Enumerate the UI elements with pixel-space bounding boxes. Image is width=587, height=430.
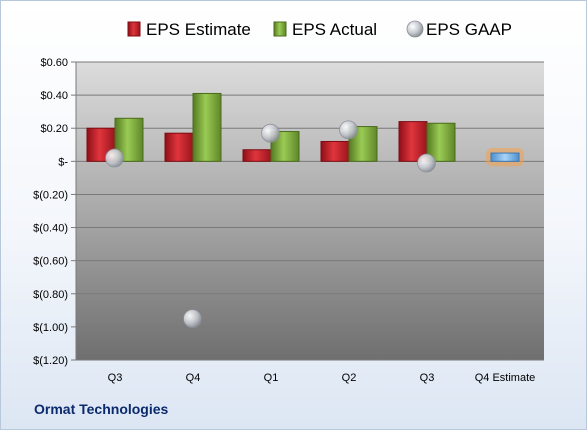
x-tick-label: Q4 [186, 372, 201, 384]
legend-swatch [273, 21, 287, 37]
eps-actual-bar [192, 92, 222, 162]
legend-label: EPS GAAP [426, 20, 512, 39]
q4-estimate-bar [490, 152, 520, 162]
x-axis-ticks: Q3 Q4 Q1 Q2 Q3 Q4 Estimate [108, 372, 536, 384]
eps-estimate-bar [320, 140, 350, 162]
x-tick-label: Q3 [420, 372, 435, 384]
legend: EPS Estimate EPS Actual EPS GAAP [127, 20, 512, 39]
x-tick-label: Q4 Estimate [475, 372, 536, 384]
y-tick-label: $(0.60) [33, 256, 68, 268]
plot-area [76, 62, 544, 360]
y-tick-label: $0.40 [40, 90, 68, 102]
y-tick-label: $(0.40) [33, 223, 68, 235]
y-tick-label: $0.60 [40, 57, 68, 69]
eps-gaap-marker [261, 123, 280, 143]
y-axis-ticks: $0.60 $0.40 $0.20 $- $(0.20) $(0.40) $(0.60) $(… [33, 57, 68, 367]
eps-gaap-marker [417, 153, 436, 173]
eps-gaap-marker [183, 309, 202, 329]
legend-swatch [127, 21, 141, 37]
eps-estimate-bar [164, 132, 194, 162]
legend-label: EPS Actual [292, 20, 377, 39]
y-tick-label: $(1.00) [33, 322, 68, 334]
y-tick-label: $0.20 [40, 123, 68, 135]
eps-estimate-bar [242, 149, 272, 162]
legend-swatch [406, 20, 424, 38]
eps-gaap-marker [105, 148, 124, 168]
x-tick-label: Q2 [342, 372, 357, 384]
grid-lines [71, 61, 544, 361]
x-tick-label: Q3 [108, 372, 123, 384]
x-tick-label: Q1 [264, 372, 279, 384]
y-tick-label: $(0.80) [33, 289, 68, 301]
company-name: Ormat Technologies [34, 401, 169, 417]
y-tick-label: $(1.20) [33, 355, 68, 367]
gaap-markers [105, 120, 436, 329]
eps-gaap-marker [339, 120, 358, 140]
eps-actual-bar [426, 122, 456, 162]
y-tick-label: $- [58, 156, 68, 168]
legend-label: EPS Estimate [146, 20, 251, 39]
y-tick-label: $(0.20) [33, 189, 68, 201]
